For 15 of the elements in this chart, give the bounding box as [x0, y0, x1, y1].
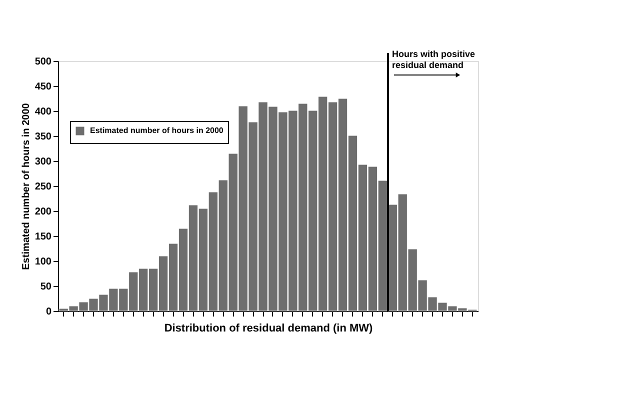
x-axis-title: Distribution of residual demand (in MW)	[164, 322, 374, 334]
y-tick-label: 350	[34, 132, 52, 142]
y-tick-label: 450	[34, 82, 52, 92]
y-tick-label: 100	[34, 256, 52, 268]
y-tick-label: 0	[46, 306, 52, 318]
y-tick-label: 400	[34, 106, 52, 118]
y-axis-title: Estimated number of hours in 2000	[20, 102, 32, 270]
legend-label: Estimated number of hours in 2000	[90, 126, 224, 135]
y-tick-label: 250	[34, 182, 52, 192]
y-tick-label: 300	[34, 156, 52, 168]
y-tick-label: 50	[40, 282, 52, 292]
y-tick-label: 500	[34, 56, 52, 68]
y-tick-label: 150	[34, 232, 52, 242]
annotation: Hours with positive residual demand	[392, 49, 476, 70]
y-tick-label: 200	[34, 206, 52, 218]
